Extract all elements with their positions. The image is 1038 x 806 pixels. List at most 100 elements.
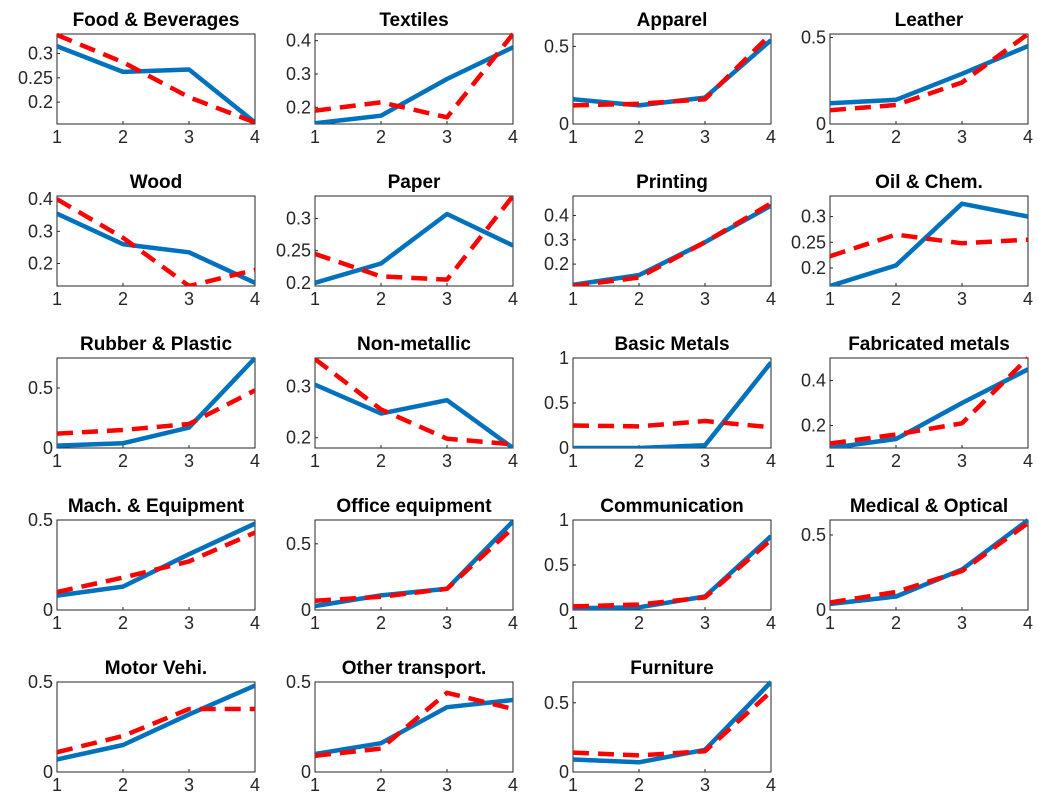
y-tick-label: 0 bbox=[559, 600, 569, 620]
subplot-wood: Wood 1 2 3 4 0.2 0.3 0.4 bbox=[28, 172, 260, 309]
axes-frame bbox=[829, 357, 1029, 449]
y-tick-label: 0.3 bbox=[286, 209, 311, 229]
y-tick-label: 0.25 bbox=[18, 68, 53, 88]
y-tick-label: 0.25 bbox=[276, 241, 311, 261]
y-tick-label: 0.5 bbox=[544, 693, 569, 713]
x-tick-label: 2 bbox=[376, 127, 386, 147]
subplot-title: Printing bbox=[636, 172, 708, 193]
y-tick-label: 0.5 bbox=[544, 393, 569, 413]
y-tick-label: 0.2 bbox=[28, 254, 53, 274]
x-tick-label: 4 bbox=[1023, 127, 1033, 147]
y-tick-label: 0.5 bbox=[544, 36, 569, 56]
y-tick-label: 0 bbox=[301, 762, 311, 782]
axes-frame bbox=[572, 33, 772, 125]
subplot-title: Rubber & Plastic bbox=[80, 334, 232, 355]
y-tick-label: 0.5 bbox=[801, 525, 826, 545]
subplot-basic-metals: Basic Metals 1 2 3 4 0 0.5 1 bbox=[544, 334, 776, 471]
series-line-dashed bbox=[57, 32, 255, 124]
y-tick-label: 0.4 bbox=[28, 189, 53, 209]
y-tick-label: 0.3 bbox=[801, 207, 826, 227]
series-line-dashed bbox=[830, 521, 1028, 605]
x-tick-label: 4 bbox=[766, 289, 776, 309]
series-line-solid bbox=[830, 201, 1028, 286]
subplot-title: Basic Metals bbox=[614, 334, 729, 355]
subplot-title: Apparel bbox=[637, 10, 708, 31]
x-tick-label: 4 bbox=[1023, 613, 1033, 633]
x-tick-label: 4 bbox=[766, 613, 776, 633]
y-tick-label: 0 bbox=[301, 600, 311, 620]
x-tick-label: 3 bbox=[957, 127, 967, 147]
subplot-other-transport: Other transport. 1 2 3 4 0 0.5 bbox=[286, 658, 518, 795]
series-line-solid bbox=[573, 361, 771, 448]
subplot-mach-equipment: Mach. & Equipment 1 2 3 4 0 0.5 bbox=[28, 496, 260, 633]
y-tick-label: 0.2 bbox=[544, 254, 569, 274]
y-tick-label: 0 bbox=[43, 438, 53, 458]
subplot-title: Communication bbox=[600, 496, 744, 517]
x-tick-label: 2 bbox=[634, 289, 644, 309]
x-tick-label: 3 bbox=[184, 127, 194, 147]
subplot-title: Non-metallic bbox=[357, 334, 471, 355]
x-tick-label: 4 bbox=[508, 775, 518, 795]
subplot-medical-optical: Medical & Optical 1 2 3 4 0 0.5 bbox=[801, 496, 1033, 633]
series-line-dashed bbox=[830, 356, 1028, 446]
y-tick-label: 0.3 bbox=[28, 43, 53, 63]
series-line-dashed bbox=[57, 530, 255, 595]
subplot-textiles: Textiles 1 2 3 4 0.2 0.3 0.4 bbox=[286, 10, 518, 147]
series-line-solid bbox=[573, 680, 771, 765]
x-tick-label: 4 bbox=[250, 451, 260, 471]
axes-frame bbox=[56, 519, 256, 611]
subplot-fabricated-metals: Fabricated metals 1 2 3 4 0.2 0.4 bbox=[801, 334, 1033, 471]
y-tick-label: 0.2 bbox=[28, 92, 53, 112]
series-line-dashed bbox=[315, 690, 513, 759]
series-line-dashed bbox=[573, 418, 771, 430]
y-tick-label: 0.2 bbox=[801, 258, 826, 278]
x-tick-label: 1 bbox=[568, 127, 578, 147]
axes-frame bbox=[314, 519, 514, 611]
x-tick-label: 1 bbox=[310, 613, 320, 633]
subplot-printing: Printing 1 2 3 4 0.2 0.3 0.4 bbox=[544, 172, 776, 309]
x-tick-label: 3 bbox=[700, 127, 710, 147]
axes-frame bbox=[572, 681, 772, 773]
y-tick-label: 1 bbox=[559, 510, 569, 530]
axes-frame bbox=[56, 195, 256, 287]
x-tick-label: 4 bbox=[1023, 451, 1033, 471]
x-tick-label: 3 bbox=[700, 451, 710, 471]
x-tick-label: 1 bbox=[310, 289, 320, 309]
series-line-dashed bbox=[573, 32, 771, 108]
series-line-solid bbox=[830, 367, 1028, 448]
subplot-office-equipment: Office equipment 1 2 3 4 0 0.5 bbox=[286, 496, 518, 633]
x-tick-label: 2 bbox=[118, 613, 128, 633]
x-tick-label: 3 bbox=[700, 775, 710, 795]
x-tick-label: 2 bbox=[376, 775, 386, 795]
x-tick-label: 4 bbox=[250, 613, 260, 633]
series-line-solid bbox=[315, 211, 513, 285]
subplot-motor-vehi: Motor Vehi. 1 2 3 4 0 0.5 bbox=[28, 658, 260, 795]
x-tick-label: 2 bbox=[376, 613, 386, 633]
subplot-title: Medical & Optical bbox=[850, 496, 1008, 517]
y-tick-label: 0.2 bbox=[286, 428, 311, 448]
series-line-dashed bbox=[830, 232, 1028, 259]
subplot-title: Fabricated metals bbox=[848, 334, 1010, 355]
series-line-solid bbox=[315, 382, 513, 448]
x-tick-label: 1 bbox=[52, 289, 62, 309]
x-tick-label: 1 bbox=[310, 775, 320, 795]
series-line-dashed bbox=[573, 538, 771, 609]
series-line-dashed bbox=[573, 690, 771, 758]
y-tick-label: 0.5 bbox=[28, 672, 53, 692]
y-tick-label: 0 bbox=[559, 114, 569, 134]
x-tick-label: 1 bbox=[568, 775, 578, 795]
y-tick-label: 0.4 bbox=[544, 205, 569, 225]
series-line-solid bbox=[57, 211, 255, 285]
subplot-communication: Communication 1 2 3 4 0 0.5 1 bbox=[544, 496, 776, 633]
subplot-title: Mach. & Equipment bbox=[68, 496, 245, 517]
x-tick-label: 4 bbox=[1023, 289, 1033, 309]
x-tick-label: 3 bbox=[442, 289, 452, 309]
subplot-title: Textiles bbox=[379, 10, 448, 31]
subplot-title: Oil & Chem. bbox=[875, 172, 983, 193]
x-tick-label: 4 bbox=[766, 127, 776, 147]
y-tick-label: 0.5 bbox=[544, 555, 569, 575]
series-line-dashed bbox=[57, 706, 255, 755]
x-tick-label: 2 bbox=[634, 775, 644, 795]
x-tick-label: 3 bbox=[442, 127, 452, 147]
